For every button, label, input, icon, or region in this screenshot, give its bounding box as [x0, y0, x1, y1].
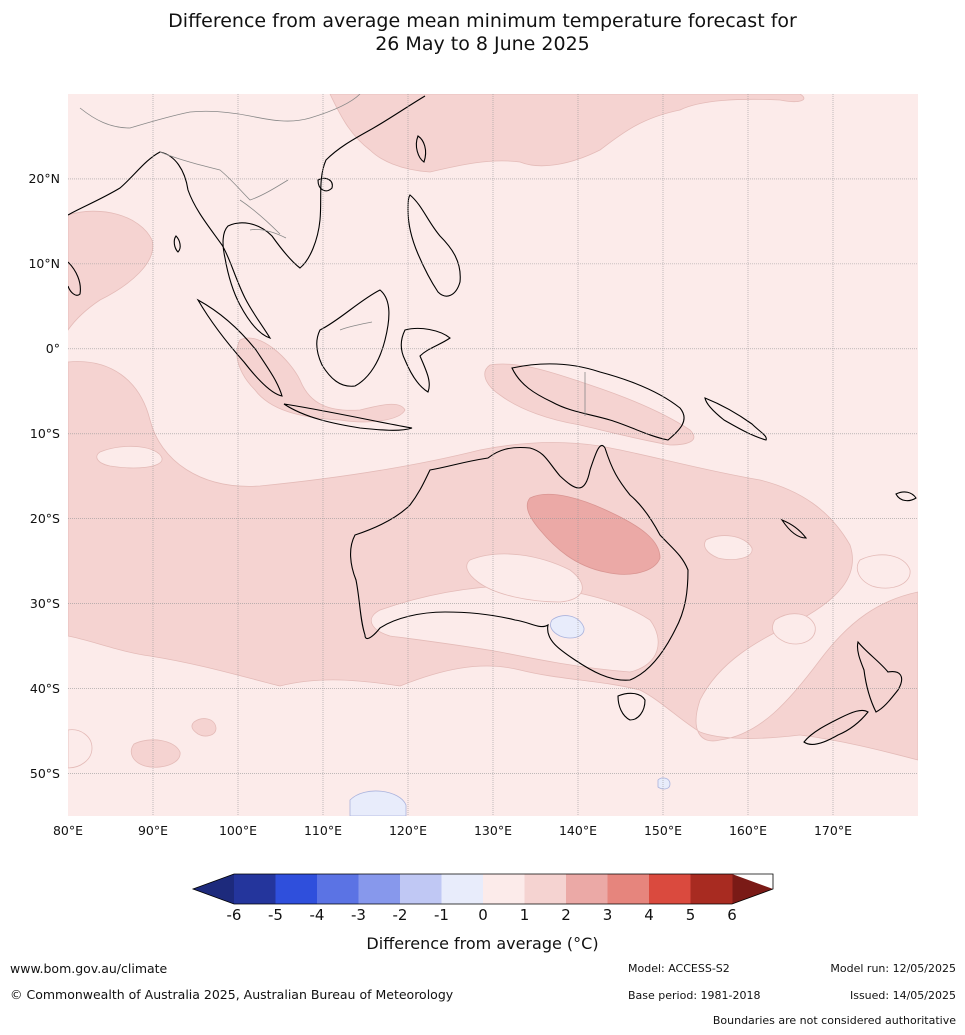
contour-neg-bight: [550, 615, 585, 639]
contour-0-1-pocket-a: [96, 446, 163, 469]
colorbar-tick-label: -5: [268, 906, 283, 924]
colorbar-bin: [317, 874, 359, 904]
longitude-label: 150°E: [643, 823, 682, 838]
longitude-label: 130°E: [473, 823, 512, 838]
colorbar-tick-label: 3: [602, 906, 613, 924]
colorbar-tick-label: -6: [226, 906, 242, 924]
contour-2-3-queensland: [526, 493, 661, 575]
colorbar-tick-label: 1: [519, 906, 530, 924]
longitude-label: 120°E: [388, 823, 427, 838]
colorbar-tick-label: 2: [561, 906, 571, 924]
colorbar: [191, 873, 774, 905]
fiji-outline: [895, 491, 917, 502]
contour-0-1-tasman: [772, 613, 816, 645]
contour-0-1-east: [856, 554, 911, 589]
model-name: Model: ACCESS-S2: [628, 962, 730, 975]
colorbar-tick-label: 5: [685, 906, 696, 924]
latitude-label: 0°: [45, 340, 60, 356]
colorbar-bins: [234, 874, 733, 904]
longitude-label: 160°E: [728, 823, 767, 838]
title-line-1: Difference from average mean minimum tem…: [168, 10, 797, 32]
colorbar-bin: [524, 874, 567, 904]
contour-1-2-sumatra: [236, 337, 406, 423]
gridlines: [68, 94, 918, 816]
map-area: [68, 94, 918, 816]
colorbar-tick-label: -2: [392, 906, 408, 924]
colorbar-tick-label: -1: [434, 906, 449, 924]
disclaimer-text: Boundaries are not considered authoritat…: [712, 1014, 956, 1027]
colorbar-tick-label: 0: [478, 906, 488, 924]
colorbar-bin: [566, 874, 608, 904]
latitude-label: 50°S: [29, 765, 60, 781]
borneo-outline: [316, 289, 390, 387]
latitude-label: 40°S: [29, 680, 60, 696]
sri-lanka-outline: [173, 235, 181, 253]
latitude-label: 20°N: [28, 170, 60, 186]
contour-1-2-north-bay: [68, 210, 154, 331]
new-guinea-outline: [511, 363, 685, 441]
latitude-label: 20°S: [29, 510, 60, 526]
contour-0-1-south-pocket: [68, 729, 93, 769]
longitude-label: 170°E: [813, 823, 852, 838]
longitude-label: 110°E: [303, 823, 342, 838]
longitude-label: 80°E: [52, 823, 84, 838]
latitude-label: 10°N: [28, 255, 60, 271]
colorbar-outline: [191, 873, 774, 905]
colorbar-tick-label: 6: [727, 906, 737, 924]
contour-1-2-pacific-north: [329, 94, 805, 173]
latitude-label: 30°S: [29, 595, 60, 611]
model-run-date: Model run: 12/05/2025: [830, 962, 956, 975]
new-zealand-north: [856, 640, 903, 713]
mainland-se-asia-outline: [68, 95, 426, 340]
contour-1-2-new-guinea: [484, 363, 695, 446]
contour-1-2-small-south-a: [130, 739, 181, 768]
colorbar-under-arrow: [193, 874, 234, 904]
taiwan-outline: [415, 135, 427, 163]
colorbar-bin: [400, 874, 442, 904]
contour-0-1-central-australia: [466, 553, 583, 603]
colorbar-bin: [649, 874, 691, 904]
colorbar-label: Difference from average (°C): [366, 934, 599, 953]
colorbar-bin: [275, 874, 318, 904]
colorbar-tick-label: -4: [309, 906, 325, 924]
colorbar-bin: [358, 874, 401, 904]
longitude-label: 100°E: [218, 823, 257, 838]
contour-0-1-coral-sea: [704, 535, 753, 560]
contour-neg-south: [349, 790, 407, 816]
title-line-2: 26 May to 8 June 2025: [375, 33, 590, 55]
contour-neg-south-small: [657, 777, 671, 790]
solomon-islands-outline: [704, 397, 767, 441]
base-period: Base period: 1981-2018: [628, 989, 761, 1002]
longitude-label: 90°E: [137, 823, 169, 838]
colorbar-bin: [607, 874, 650, 904]
latitude-label: 10°S: [29, 425, 60, 441]
website-link[interactable]: www.bom.gov.au/climate: [10, 961, 168, 976]
sumatra-outline: [196, 298, 283, 397]
new-zealand-south: [803, 709, 869, 745]
contour-1-2-small-south-b: [191, 718, 217, 737]
issued-date: Issued: 14/05/2025: [849, 989, 956, 1002]
india-tip-outline: [68, 261, 81, 296]
new-caledonia-outline: [780, 518, 808, 539]
country-borders: [79, 94, 586, 416]
longitude-label: 140°E: [558, 823, 597, 838]
colorbar-bin: [483, 874, 525, 904]
colorbar-tick-label: 4: [644, 906, 654, 924]
australia-outline: [350, 444, 689, 681]
colorbar-over-arrow: [732, 874, 773, 904]
copyright-text: © Commonwealth of Australia 2025, Austra…: [10, 987, 454, 1002]
colorbar-bin: [234, 874, 276, 904]
chart-title: Difference from average mean minimum tem…: [0, 10, 965, 56]
hainan-outline: [317, 177, 333, 192]
java-outline: [283, 403, 413, 431]
colorbar-tick-label: -3: [351, 906, 366, 924]
colorbar-bin: [441, 874, 484, 904]
sulawesi-outline: [400, 327, 451, 393]
colorbar-bin: [690, 874, 733, 904]
tasmania-outline: [617, 692, 646, 721]
